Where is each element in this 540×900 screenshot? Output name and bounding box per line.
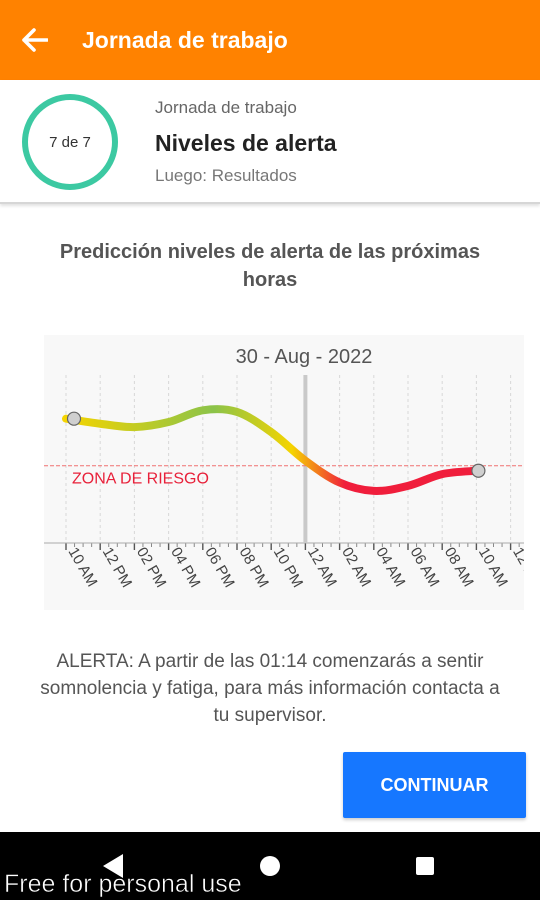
x-tick-label-7: 12 AM [304,545,340,590]
alert-level-chart: 30 - Aug - 2022 ZONA DE RIESGO 10 AM 12 PM 0… [44,335,524,610]
series-end-point [471,463,486,478]
x-tick-label-0: 10 AM [65,545,101,590]
back-button[interactable] [0,0,70,80]
step-card: 7 de 7 Jornada de trabajo Niveles de ale… [0,80,540,204]
x-tick-label-11: 08 AM [441,545,477,590]
x-tick-label-2: 02 PM [133,545,169,591]
alert-message: ALERTA: A partir de las 01:14 comenzarás… [40,651,500,726]
step-kicker: Jornada de trabajo [155,98,297,117]
x-tick-label-8: 02 AM [338,545,374,590]
step-progress-label: 7 de 7 [49,133,91,151]
x-tick-label-3: 04 PM [167,545,203,591]
series-start-point [66,411,82,426]
app-bar: Jornada de trabajo [0,0,540,80]
circle-home-icon[interactable] [260,856,280,876]
x-tick-label-9: 04 AM [372,545,408,590]
x-tick-label-1: 12 PM [99,545,135,591]
x-tick-label-10: 06 AM [407,545,443,590]
triangle-back-icon[interactable] [103,854,123,878]
step-next-label: Luego: Resultados [155,166,297,185]
x-tick-label-6: 10 PM [270,545,306,591]
watermark-text: Free for personal use [4,870,242,899]
continue-button[interactable]: CONTINUAR [343,752,526,818]
arrow-left-icon [22,28,48,52]
x-tick-label-12: 10 AM [475,545,511,590]
system-navigation-bar [0,832,540,900]
chart-title: 30 - Aug - 2022 [236,346,373,368]
app-bar-title: Jornada de trabajo [82,26,288,53]
alert-level-series-line [62,405,481,495]
risk-zone-label: ZONA DE RIESGO [72,471,209,488]
x-tick-label-13: 12 PM [509,545,524,591]
prediction-heading: Predicción niveles de alerta de las próx… [59,241,481,291]
step-title: Niveles de alerta [155,130,337,156]
x-tick-label-4: 06 PM [201,545,237,591]
square-recents-icon[interactable] [416,857,434,875]
step-progress-ring: 7 de 7 [22,94,118,190]
x-tick-label-5: 08 PM [236,545,272,591]
